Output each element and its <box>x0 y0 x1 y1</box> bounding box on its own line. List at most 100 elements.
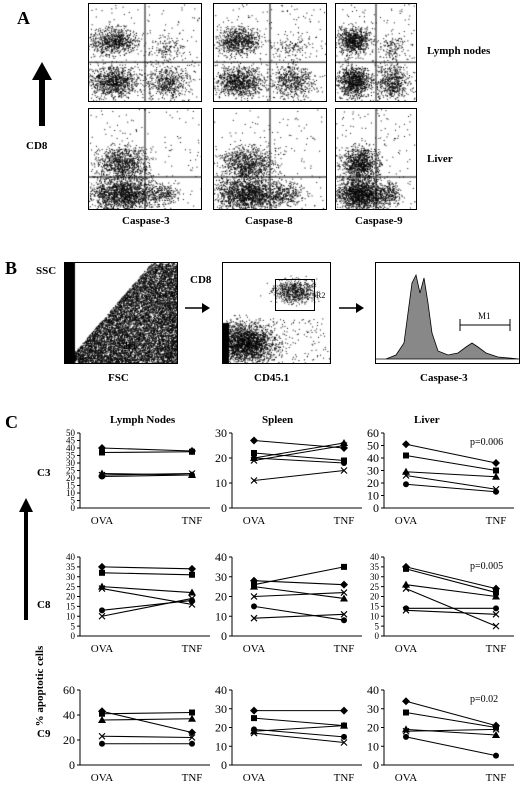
y-tick-label: 40 <box>66 443 76 453</box>
data-point <box>341 563 347 570</box>
x-tick-label: TNF <box>334 515 355 527</box>
x-tick-label: OVA <box>395 772 417 784</box>
data-point <box>402 467 410 475</box>
series-line <box>101 572 193 576</box>
data-point <box>341 617 347 624</box>
data-point <box>98 585 106 593</box>
y-tick-label: 50 <box>367 439 379 453</box>
y-tick-label: 15 <box>370 602 380 612</box>
y-tick-label: 20 <box>367 721 379 735</box>
x-tick-label: TNF <box>486 643 507 655</box>
series-line <box>253 717 345 727</box>
up-arrow-icon <box>19 498 33 620</box>
y-tick-label: 20 <box>66 473 76 483</box>
data-point <box>492 731 500 738</box>
x-tick-label: TNF <box>486 772 507 784</box>
series-line <box>101 710 193 734</box>
series-line <box>253 613 345 619</box>
data-point <box>402 697 410 706</box>
x-tick-label: TNF <box>182 643 203 655</box>
series-line <box>253 442 345 459</box>
y-tick-label: 40 <box>367 683 379 697</box>
x-tick-label: OVA <box>395 643 417 655</box>
series-line <box>253 732 345 744</box>
y-tick-label: 20 <box>370 592 380 602</box>
y-tick-label: 40 <box>66 552 76 562</box>
series-line <box>253 580 345 586</box>
data-point <box>492 472 500 480</box>
series-line <box>405 736 497 757</box>
data-point <box>340 610 348 618</box>
series-line <box>101 597 193 617</box>
histogram-caspase-3: M1 <box>375 262 520 364</box>
x-tick-label: OVA <box>91 515 113 527</box>
data-point <box>189 448 195 455</box>
data-point <box>250 436 258 445</box>
data-point <box>98 582 106 590</box>
x-tick-label: TNF <box>182 772 203 784</box>
series-line <box>405 728 497 732</box>
data-point <box>188 588 196 596</box>
series-line <box>405 609 497 615</box>
data-point <box>250 706 258 715</box>
facs-liver-casp3 <box>88 108 202 210</box>
data-point <box>188 728 196 737</box>
y-tick-label: 30 <box>215 570 227 584</box>
y-tick-label: 30 <box>66 458 76 468</box>
data-point <box>493 724 499 731</box>
caspase3-hist-label: Caspase-3 <box>420 372 468 384</box>
data-point <box>99 569 105 576</box>
data-point <box>493 467 499 474</box>
y-tick-label: 0 <box>71 503 76 513</box>
y-tick-label: 60 <box>367 426 379 440</box>
data-point <box>251 726 257 733</box>
data-point <box>403 709 409 716</box>
cd8-label-b: CD8 <box>190 274 212 286</box>
col-label-caspase-8: Caspase-8 <box>245 215 293 227</box>
data-point <box>492 592 500 600</box>
data-point <box>492 459 500 467</box>
series-line <box>405 584 497 598</box>
row-label-c9: C9 <box>37 728 51 740</box>
y-tick-label: 25 <box>66 582 76 592</box>
data-point <box>340 721 348 729</box>
y-tick-label: 40 <box>215 550 227 564</box>
fsc-label: FSC <box>108 372 129 384</box>
data-point <box>189 472 195 478</box>
series-line <box>405 728 497 736</box>
data-point <box>402 725 410 733</box>
y-tick-label: 30 <box>370 572 380 582</box>
series-line <box>101 599 193 611</box>
y-tick-label: 0 <box>69 758 75 772</box>
data-point <box>188 734 196 741</box>
series-line <box>405 454 497 472</box>
data-point <box>188 714 196 722</box>
data-point <box>189 571 195 578</box>
y-tick-label: 15 <box>66 602 76 612</box>
gate-r1: R1 <box>125 341 137 352</box>
row-label-c3: C3 <box>37 467 51 479</box>
data-point <box>340 706 348 715</box>
x-tick-label: OVA <box>243 515 265 527</box>
data-point <box>402 472 410 479</box>
facs-cd45-cd8: R2 <box>222 262 331 364</box>
y-tick-label: 30 <box>367 464 379 478</box>
y-tick-label: 0 <box>221 758 227 772</box>
series-line <box>405 474 497 490</box>
x-tick-label: OVA <box>243 643 265 655</box>
data-point <box>189 709 195 716</box>
data-point <box>402 585 410 593</box>
y-tick-label: 30 <box>215 702 227 716</box>
y-tick-label: 5 <box>71 621 76 631</box>
series-line <box>253 439 345 449</box>
series-line <box>253 444 345 462</box>
data-point <box>341 733 347 740</box>
data-point <box>251 450 257 456</box>
series-line <box>101 718 193 721</box>
y-tick-label: 40 <box>215 683 227 697</box>
series-line <box>253 605 345 621</box>
data-point <box>98 732 106 740</box>
series-line <box>101 566 193 570</box>
p-value-annotation: p=0.006 <box>470 437 503 448</box>
